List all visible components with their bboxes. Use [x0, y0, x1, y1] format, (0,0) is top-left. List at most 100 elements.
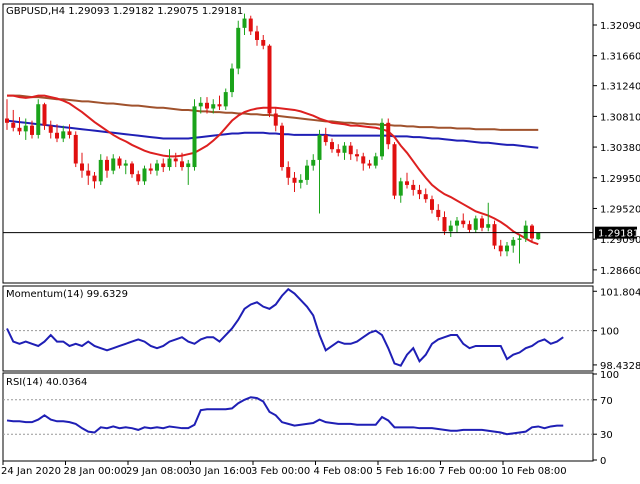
- momentum-panel-frame: [2, 285, 594, 372]
- candle-body: [111, 158, 116, 171]
- candle-body: [55, 132, 59, 139]
- candle-body: [180, 161, 184, 168]
- price-tick-label: 1.28660: [600, 266, 640, 277]
- candle-body: [105, 159, 109, 171]
- candle-body: [505, 245, 509, 252]
- time-tick-label: 10 Feb 08:00: [501, 466, 567, 477]
- candle-body: [98, 159, 103, 182]
- candle-body: [498, 245, 503, 252]
- candle-body: [161, 163, 166, 168]
- moving-average-line: [7, 94, 539, 131]
- candle-body: [186, 163, 191, 168]
- candle-body: [355, 154, 359, 157]
- time-tick-label: 30 Jan 16:00: [189, 466, 252, 477]
- candle-body: [67, 131, 72, 135]
- candle-body: [286, 167, 291, 178]
- candle-body: [211, 104, 216, 109]
- candle-body: [311, 159, 316, 166]
- candle-body: [86, 170, 91, 176]
- time-tick-label: 3 Feb 00:00: [251, 466, 310, 477]
- candle-body: [148, 168, 153, 171]
- rsi-tick-label: 100: [600, 370, 619, 381]
- candle-body: [305, 165, 309, 180]
- candle-body: [423, 194, 428, 200]
- candle-body: [23, 125, 28, 132]
- candle-body: [298, 179, 303, 183]
- rsi-series-line: [6, 396, 564, 436]
- candle-body: [448, 225, 453, 232]
- moving-average-lines: [6, 94, 539, 246]
- candle-body: [361, 156, 366, 164]
- time-axis: 24 Jan 2020 28 Jan 00:00 29 Jan 08:00 30 Ja…: [1, 461, 567, 477]
- candle-body: [242, 18, 247, 28]
- rsi-line: [6, 396, 564, 436]
- candle-body: [336, 149, 341, 153]
- momentum-panel: 101.8046 100 98.4328 Momentum(14) 99.6329: [3, 287, 640, 372]
- candle-body: [73, 134, 78, 164]
- price-tick-label: 1.31660: [600, 52, 640, 63]
- price-axis-ticks: 1.32090 1.31660 1.31240 1.30810 1.30380 1.299…: [593, 21, 640, 277]
- candle-body: [130, 163, 134, 175]
- candle-body: [30, 125, 34, 135]
- rsi-panel-frame: [2, 372, 594, 462]
- candle-body: [492, 224, 497, 246]
- candle-body: [342, 145, 347, 153]
- time-tick-label: 4 Feb 08:00: [314, 466, 373, 477]
- candle-body: [292, 177, 297, 183]
- candle-body: [536, 232, 541, 240]
- candle-body: [61, 131, 66, 139]
- candle-body: [261, 39, 266, 46]
- candle-body: [36, 104, 41, 135]
- candle-body: [348, 145, 353, 155]
- candle-body: [373, 156, 378, 166]
- current-price-badge: [595, 226, 637, 239]
- candle-body: [198, 102, 203, 107]
- rsi-tick-label: 70: [600, 396, 613, 407]
- candle-body: [417, 189, 422, 195]
- candle-body: [173, 158, 178, 162]
- candle-body: [205, 102, 209, 109]
- candle-body: [273, 113, 278, 126]
- candle-body: [92, 175, 97, 182]
- candle-body: [123, 163, 128, 166]
- time-tick-label: 28 Jan 00:00: [64, 466, 127, 477]
- price-tick-label: 1.29950: [600, 174, 640, 185]
- candle-body: [167, 158, 172, 168]
- candle-body: [398, 181, 403, 196]
- rsi-tick-label: 30: [600, 430, 613, 441]
- candle-body: [473, 218, 478, 230]
- candle-body: [267, 45, 272, 114]
- moving-average-line: [7, 94, 539, 246]
- candle-body: [223, 92, 228, 107]
- candle-body: [255, 31, 259, 40]
- candle-body: [330, 142, 334, 150]
- momentum-line: [6, 287, 564, 367]
- candle-body: [517, 238, 522, 240]
- candle-body: [530, 225, 534, 239]
- moving-average-line: [6, 119, 539, 149]
- candle-body: [405, 181, 409, 185]
- time-tick-label: 24 Jan 2020: [1, 466, 61, 477]
- candle-body: [442, 217, 447, 232]
- candle-body: [511, 239, 516, 246]
- candle-body: [155, 163, 159, 171]
- price-tick-label: 1.29090: [600, 235, 640, 246]
- price-tick-label: 1.32090: [600, 21, 640, 32]
- candle-body: [461, 220, 466, 225]
- candle-body: [386, 122, 391, 145]
- momentum-tick-label: 98.4328: [600, 361, 640, 372]
- candle-body: [455, 220, 459, 226]
- current-price-label: 1.29181: [598, 229, 639, 240]
- rsi-panel: 100 70 30 0 RSI(14) 40.0364: [3, 370, 619, 467]
- candle-body: [48, 125, 53, 133]
- candle-body: [42, 104, 47, 126]
- candle-body: [236, 27, 241, 69]
- time-tick-label: 5 Feb 16:00: [376, 466, 435, 477]
- candle-body: [486, 224, 491, 228]
- candle-body: [217, 104, 222, 107]
- candle-body: [436, 209, 441, 218]
- candle-body: [380, 122, 384, 157]
- momentum-title: Momentum(14) 99.6329: [6, 289, 128, 300]
- candle-body: [480, 218, 484, 228]
